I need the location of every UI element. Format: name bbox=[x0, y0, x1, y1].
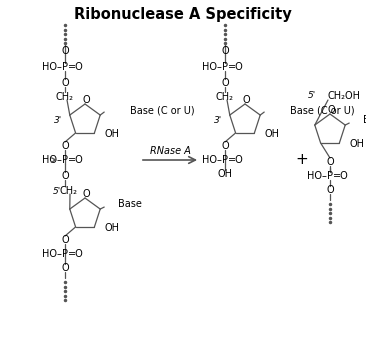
Text: Base (C or U): Base (C or U) bbox=[290, 105, 355, 115]
Text: O: O bbox=[61, 141, 69, 151]
Text: 5': 5' bbox=[53, 186, 61, 195]
Text: P: P bbox=[222, 62, 228, 72]
Text: OH: OH bbox=[104, 129, 119, 139]
Text: HO–: HO– bbox=[202, 62, 222, 72]
Text: OH: OH bbox=[217, 169, 232, 179]
Text: P: P bbox=[62, 62, 68, 72]
Text: RNase A: RNase A bbox=[150, 146, 190, 156]
Text: O: O bbox=[61, 78, 69, 88]
Text: =O: =O bbox=[68, 62, 84, 72]
Text: O: O bbox=[221, 46, 229, 56]
Text: OH: OH bbox=[264, 129, 279, 139]
Text: O: O bbox=[61, 46, 69, 56]
Text: O: O bbox=[82, 189, 90, 199]
Text: =O: =O bbox=[228, 62, 244, 72]
Text: O: O bbox=[221, 141, 229, 151]
Text: +: + bbox=[296, 153, 309, 167]
Text: Base: Base bbox=[118, 199, 142, 209]
Text: HO–: HO– bbox=[42, 249, 62, 259]
Text: =O: =O bbox=[333, 171, 349, 181]
Text: O: O bbox=[61, 235, 69, 245]
Text: O: O bbox=[221, 78, 229, 88]
Text: HO–: HO– bbox=[42, 155, 62, 165]
Text: Base (C or U): Base (C or U) bbox=[130, 105, 195, 115]
Text: HO–: HO– bbox=[42, 62, 62, 72]
Text: CH₂: CH₂ bbox=[216, 92, 234, 102]
Text: Ribonuclease A Specificity: Ribonuclease A Specificity bbox=[74, 6, 292, 22]
Text: P: P bbox=[327, 171, 333, 181]
Text: =O: =O bbox=[68, 249, 84, 259]
Text: O: O bbox=[327, 105, 335, 115]
Text: O: O bbox=[326, 185, 334, 195]
Text: O: O bbox=[82, 95, 90, 105]
Text: CH₂: CH₂ bbox=[59, 186, 77, 196]
Text: OH: OH bbox=[104, 223, 119, 233]
Text: 5': 5' bbox=[308, 91, 316, 100]
Text: 3': 3' bbox=[213, 116, 222, 125]
Text: Base: Base bbox=[363, 115, 366, 125]
Text: P: P bbox=[62, 249, 68, 259]
Text: HO–: HO– bbox=[307, 171, 327, 181]
Text: OH: OH bbox=[350, 139, 365, 149]
Text: HO–: HO– bbox=[202, 155, 222, 165]
Text: P: P bbox=[62, 155, 68, 165]
Text: O: O bbox=[242, 95, 250, 105]
Text: CH₂: CH₂ bbox=[56, 92, 74, 102]
Text: O: O bbox=[61, 171, 69, 181]
Text: CH₂OH: CH₂OH bbox=[328, 91, 361, 101]
Text: =O: =O bbox=[228, 155, 244, 165]
Text: O: O bbox=[61, 263, 69, 273]
Text: O: O bbox=[326, 157, 334, 167]
Text: 3': 3' bbox=[53, 116, 62, 125]
Text: P: P bbox=[222, 155, 228, 165]
Text: =O: =O bbox=[68, 155, 84, 165]
